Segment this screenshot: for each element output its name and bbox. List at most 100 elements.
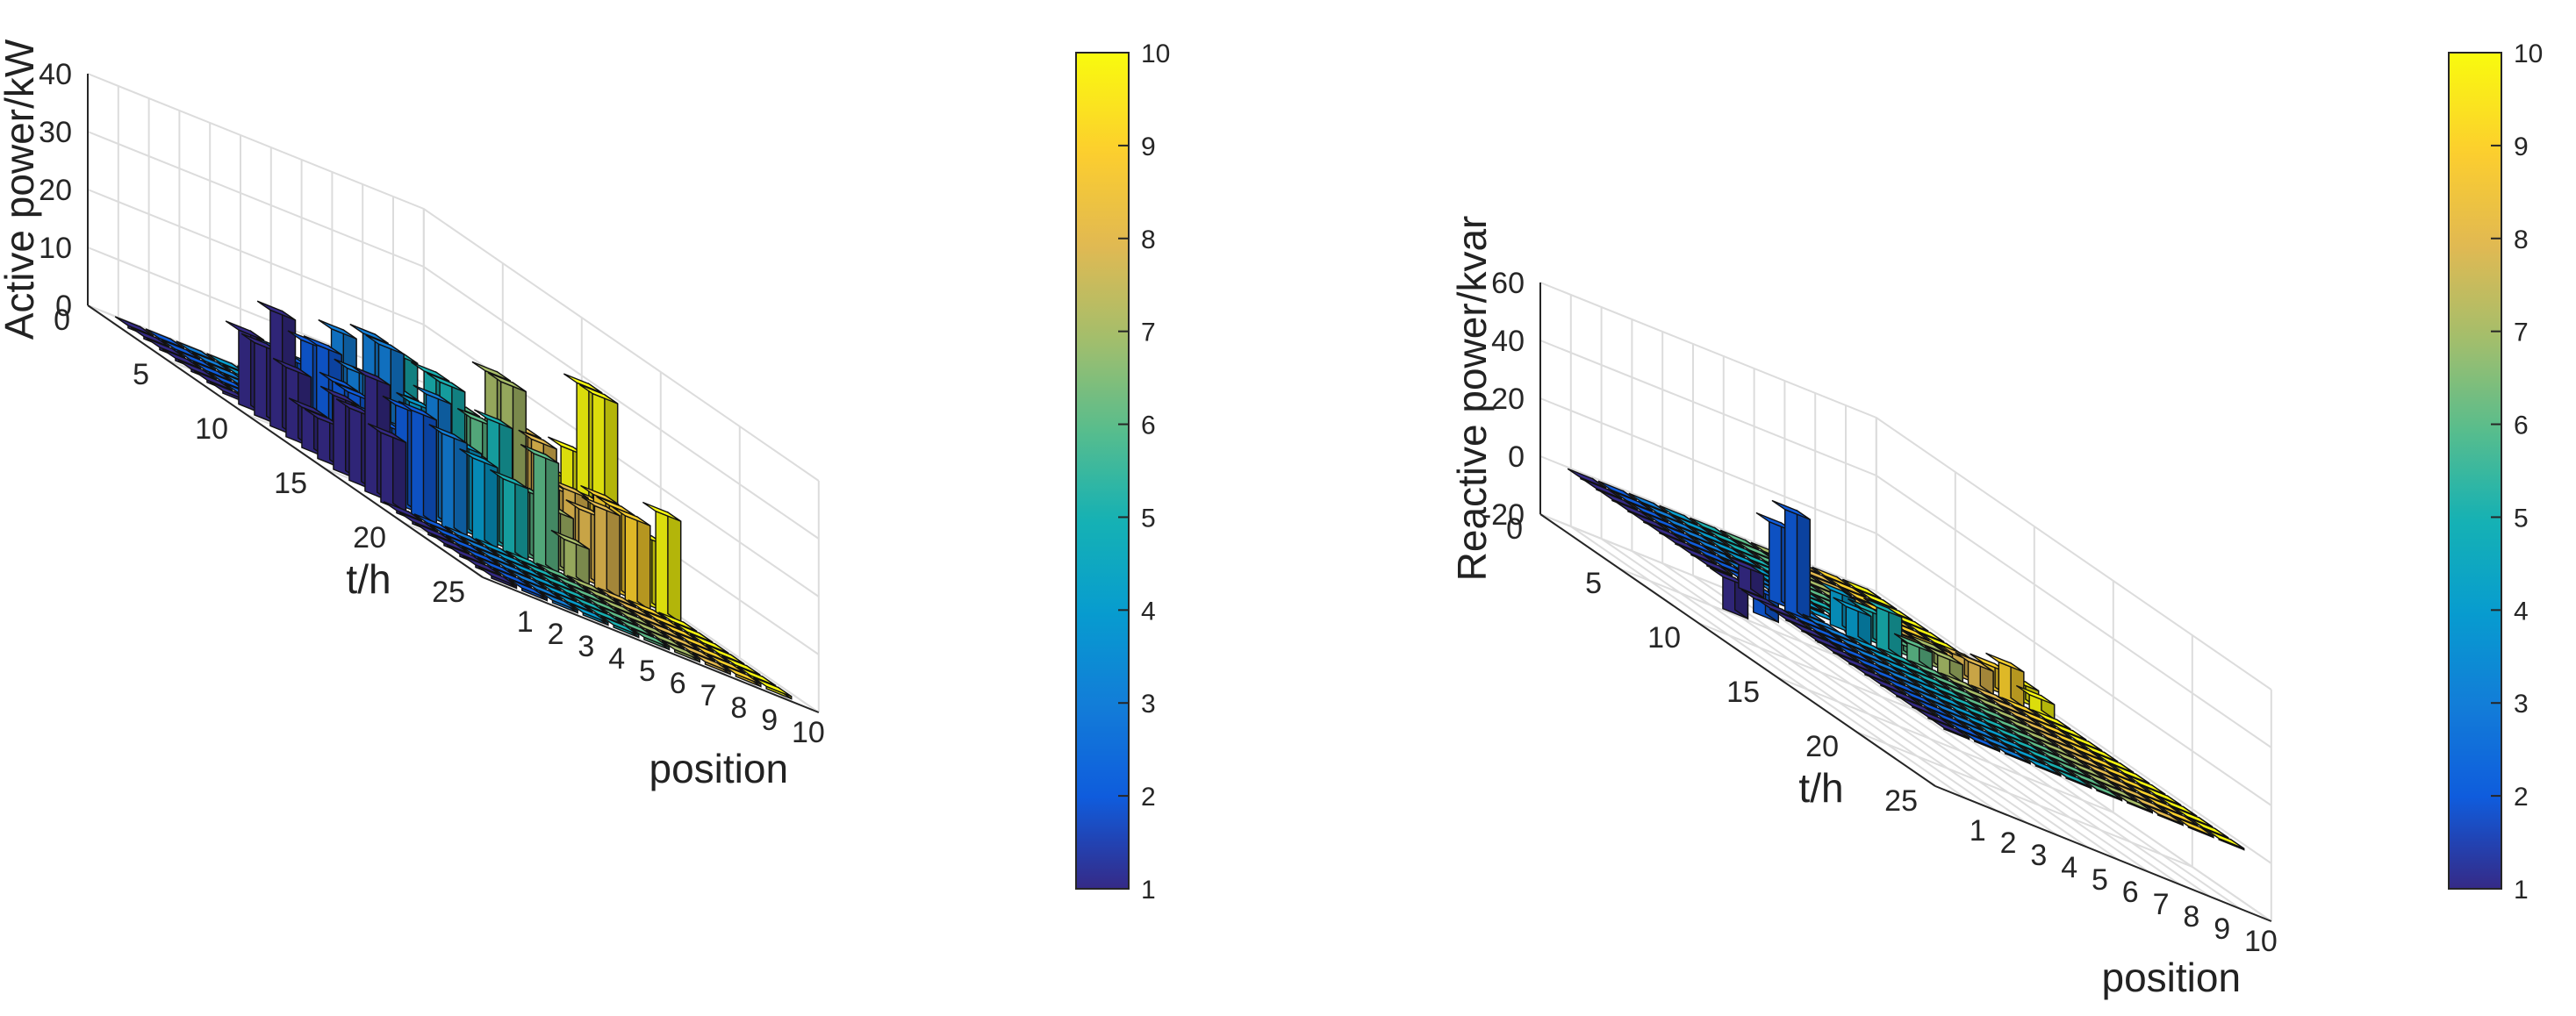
colorbar: 1 2 3 4 5 6 7 8 9 10 (2448, 39, 2543, 905)
bar-top-face (2080, 751, 2120, 772)
bar (599, 615, 640, 639)
bar-top-face (1851, 663, 1891, 684)
z-tick-label: 10 (39, 232, 72, 265)
bar (1893, 633, 1934, 671)
bar-top-face (552, 583, 592, 604)
bar-top-face (2173, 807, 2214, 827)
x-tick-label: 9 (761, 704, 778, 737)
z-tick-label: 60 (1491, 267, 1525, 300)
z-tick-label: 0 (55, 290, 72, 323)
bar-top-face (2015, 684, 2056, 705)
bar-top-face (1866, 665, 1905, 686)
bar-top-face (1908, 634, 1948, 655)
z-tick-label: 0 (1508, 440, 1525, 474)
bar-top-face (1926, 680, 1966, 701)
bar-top-face (1850, 655, 1890, 675)
bar-top-face (428, 424, 468, 445)
bar (1961, 730, 2000, 753)
bar-top-face (642, 501, 682, 522)
bar-top-face (520, 443, 559, 464)
bar-top-face (1689, 517, 1729, 538)
bar (1924, 645, 1963, 683)
bar-top-face (445, 534, 484, 555)
bar-top-face (535, 562, 575, 583)
bar-top-face (613, 597, 652, 619)
bar-top-face (2094, 753, 2135, 773)
bar-top-face (1925, 670, 1964, 691)
x-tick-label: 10 (792, 716, 825, 749)
bar-top-face (2022, 755, 2062, 776)
bar (2022, 755, 2062, 777)
bar-top-face (114, 316, 154, 337)
bar-top-face (256, 300, 296, 321)
bar-top-face (538, 581, 578, 602)
grid-line (1754, 599, 2150, 873)
colorbar-rect (2448, 52, 2502, 890)
bar-top-face (566, 575, 606, 596)
x-axis-line (1934, 785, 2272, 922)
x-tick-label: 3 (2030, 839, 2047, 872)
bar-top-face (1943, 700, 1983, 721)
bar-top-face (1985, 652, 2025, 673)
bar (2015, 684, 2056, 720)
bar-top-face (1675, 525, 1715, 546)
bar (1930, 718, 1970, 741)
bar-top-face (1940, 672, 1979, 693)
bar-top-face (1841, 578, 1882, 599)
bar-top-face (1857, 590, 1898, 610)
bar-top-face (2126, 774, 2166, 795)
bar-top-face (1660, 514, 1699, 535)
bar-top-face (2003, 716, 2042, 736)
bar-top-face (1771, 499, 1811, 520)
bar-top-face (2020, 736, 2059, 757)
x-tick-label: 5 (639, 655, 656, 688)
y-tick-label: 10 (1647, 621, 1681, 655)
bar-top-face (492, 558, 531, 579)
bar-top-face (692, 652, 731, 673)
bar-top-face (471, 361, 511, 382)
bar-top-face (508, 578, 548, 599)
bar-side-face (1796, 509, 1811, 622)
grid-line (1631, 550, 2027, 824)
y-tick-label: 0 (54, 304, 70, 337)
bar-top-face (367, 423, 406, 444)
y-axis-label: t/h (346, 556, 391, 602)
bar-top-face (582, 585, 621, 606)
bar-top-face (473, 409, 513, 430)
bar-top-face (2036, 756, 2077, 777)
bar-top-face (1582, 479, 1622, 499)
bar-top-face (489, 469, 529, 490)
bar-side-face (606, 505, 621, 599)
bar-top-face (630, 627, 670, 648)
bar-top-face (598, 596, 637, 617)
y-axis-line (87, 304, 484, 578)
bar-top-face (1989, 724, 2029, 745)
bar-top-face (2065, 749, 2105, 770)
bar-top-face (1914, 707, 1954, 728)
bar-top-face (1960, 721, 1999, 741)
bar-top-face (645, 629, 685, 650)
bar-top-face (459, 447, 499, 469)
bar-top-face (1661, 524, 1700, 545)
bar-top-face (1957, 702, 1998, 723)
bar-top-face (1864, 646, 1904, 667)
grid-line (1776, 676, 2114, 813)
colorbar-tick-label: 8 (2514, 225, 2529, 254)
bar-top-face (1927, 690, 1967, 711)
bar-top-face (225, 320, 264, 341)
bar-top-face (477, 556, 516, 577)
bar (477, 566, 518, 590)
bar-top-face (1677, 544, 1717, 565)
bar-top-face (1848, 635, 1888, 656)
bar (1771, 499, 1811, 622)
bar-top-face (659, 620, 699, 641)
bar-top-face (413, 513, 453, 534)
y-tick-label: 20 (1805, 730, 1839, 763)
bar-top-face (319, 371, 358, 392)
bar-top-face (539, 590, 578, 612)
bar-top-face (1970, 684, 2010, 705)
bar-top-face (1867, 675, 1906, 696)
bar-top-face (2020, 746, 2061, 766)
bar-top-face (1628, 492, 1668, 513)
bar-top-face (673, 622, 714, 643)
